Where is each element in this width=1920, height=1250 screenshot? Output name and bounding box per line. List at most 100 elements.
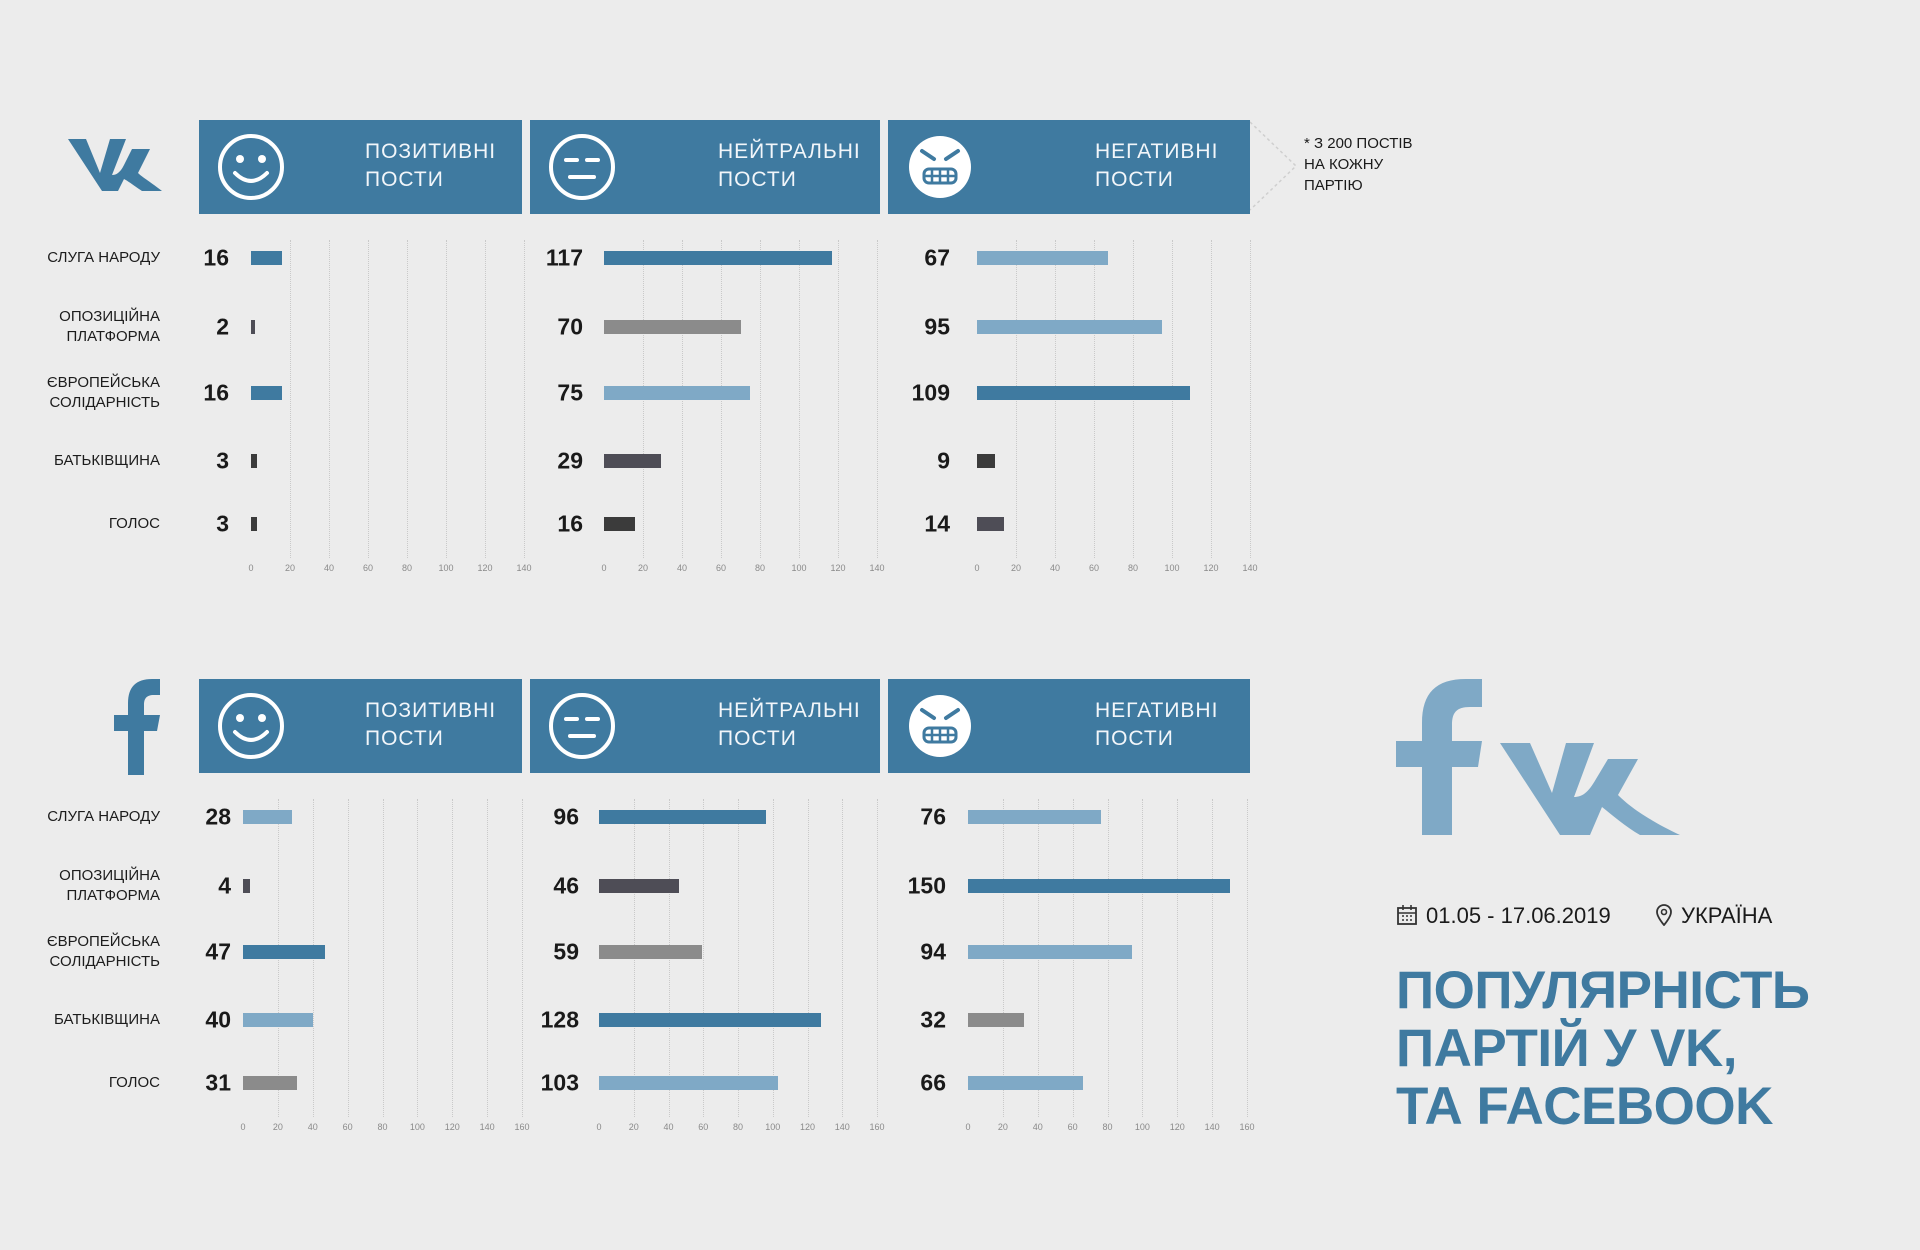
bar xyxy=(968,879,1230,893)
category-label: СЛУГА НАРОДУ xyxy=(47,249,160,266)
bar xyxy=(243,945,325,959)
grid-line xyxy=(1212,799,1214,1117)
bar xyxy=(599,1013,822,1027)
x-tick-label: 100 xyxy=(1164,563,1180,573)
data-label: 3 xyxy=(216,447,229,474)
bar xyxy=(968,945,1132,959)
grid-line xyxy=(799,240,800,558)
data-label: 103 xyxy=(540,1069,579,1096)
header-label: ПОЗИТИВНІ ПОСТИ xyxy=(365,699,497,750)
data-label: 16 xyxy=(203,244,229,271)
grid-line xyxy=(1250,240,1251,558)
data-label: 94 xyxy=(920,938,946,965)
facebook-panel: ПОЗИТИВНІ ПОСТИ НЕЙТРАЛЬНІ ПОСТИ НЕГАТИВ… xyxy=(0,669,1290,1139)
bar xyxy=(251,320,255,334)
data-label: 2 xyxy=(216,313,229,340)
data-label: 109 xyxy=(911,379,950,406)
smile-icon xyxy=(218,134,284,200)
date-text: 01.05 - 17.06.2019 xyxy=(1426,903,1611,928)
x-tick-label: 100 xyxy=(438,563,454,573)
bar xyxy=(977,320,1163,334)
calendar-icon xyxy=(1397,905,1417,925)
data-label: 9 xyxy=(937,447,950,474)
bar xyxy=(604,386,751,400)
x-tick-label: 0 xyxy=(596,1122,602,1132)
neutral-face-icon xyxy=(549,134,615,200)
data-label: 40 xyxy=(205,1006,231,1033)
bar xyxy=(251,517,257,531)
grid-line xyxy=(1142,799,1144,1117)
header-label: НЕГАТИВНІ ПОСТИ xyxy=(1095,140,1219,191)
grid-line xyxy=(485,240,486,558)
x-tick-label: 80 xyxy=(732,1122,744,1132)
x-tick-label: 160 xyxy=(869,1122,885,1132)
grid-line xyxy=(838,240,839,558)
data-label: 47 xyxy=(205,938,231,965)
data-label: 128 xyxy=(540,1006,579,1033)
grid-line xyxy=(487,799,489,1117)
x-tick-label: 100 xyxy=(409,1122,425,1132)
grid-line xyxy=(1211,240,1212,558)
x-tick-label: 80 xyxy=(754,563,766,573)
bar xyxy=(599,945,702,959)
x-tick-label: 140 xyxy=(479,1122,495,1132)
grid-line xyxy=(446,240,447,558)
grid-line xyxy=(347,799,349,1117)
x-tick-label: 0 xyxy=(974,563,980,573)
grid-line xyxy=(522,799,523,1117)
data-label: 14 xyxy=(924,510,950,537)
facebook-logo-icon xyxy=(114,679,160,775)
x-tick-label: 100 xyxy=(791,563,807,573)
x-tick-label: 40 xyxy=(307,1122,318,1132)
x-tick-label: 120 xyxy=(1203,563,1219,573)
x-tick-label: 0 xyxy=(965,1122,971,1132)
category-label: СЛУГА НАРОДУ xyxy=(47,808,160,825)
data-label: 67 xyxy=(924,244,950,271)
bar xyxy=(968,1076,1084,1090)
page-title: ПОПУЛЯРНІСТЬ ПАРТІЙ У VK, ТА FACEBOOK xyxy=(1396,961,1810,1136)
x-tick-label: 40 xyxy=(1049,563,1061,573)
grid-line xyxy=(807,799,809,1117)
x-tick-label: 120 xyxy=(1169,1122,1185,1132)
grid-line xyxy=(290,240,291,558)
x-tick-label: 20 xyxy=(628,1122,639,1132)
location-text: УКРАЇНА xyxy=(1681,903,1773,928)
bar xyxy=(977,517,1005,531)
grid-line xyxy=(1247,799,1248,1117)
x-tick-label: 140 xyxy=(1242,563,1258,573)
bar xyxy=(599,810,766,824)
x-tick-label: 100 xyxy=(1134,1122,1150,1132)
grid-line xyxy=(524,240,525,558)
x-tick-label: 0 xyxy=(601,563,607,573)
vk-panel: ПОЗИТИВНІ ПОСТИ НЕЙТРАЛЬНІ ПОСТИ НЕГАТИВ… xyxy=(0,110,1290,580)
location-pin-icon xyxy=(1656,904,1672,927)
category-label: БАТЬКІВЩИНА xyxy=(54,1011,160,1028)
date-range: 01.05 - 17.06.2019 xyxy=(1396,903,1611,929)
grid-line xyxy=(417,799,419,1117)
smile-icon xyxy=(218,693,284,759)
x-tick-label: 60 xyxy=(362,563,374,573)
grid-line xyxy=(329,240,330,558)
x-tick-label: 40 xyxy=(323,563,335,573)
bar xyxy=(604,454,661,468)
category-label: ОПОЗИЦІЙНА ПЛАТФОРМА xyxy=(59,867,160,904)
data-label: 4 xyxy=(218,872,231,899)
positive-header-facebook: ПОЗИТИВНІ ПОСТИ xyxy=(199,679,522,773)
header-label: НЕЙТРАЛЬНІ ПОСТИ xyxy=(718,140,861,191)
data-label: 29 xyxy=(557,447,583,474)
bar xyxy=(251,251,283,265)
grid-line xyxy=(772,799,774,1117)
category-label: ЄВРОПЕЙСЬКА СОЛІДАРНІСТЬ xyxy=(46,933,160,970)
data-label: 31 xyxy=(205,1069,231,1096)
category-label: ГОЛОС xyxy=(108,515,160,532)
neutral-face-icon xyxy=(549,693,615,759)
bar xyxy=(977,454,995,468)
angry-face-icon xyxy=(909,136,971,198)
x-tick-label: 140 xyxy=(869,563,885,573)
data-label: 117 xyxy=(545,244,583,271)
grid-line xyxy=(738,799,739,1117)
x-tick-label: 60 xyxy=(342,1122,353,1132)
data-label: 75 xyxy=(557,379,583,406)
x-tick-label: 60 xyxy=(1088,563,1100,573)
x-tick-label: 120 xyxy=(444,1122,460,1132)
